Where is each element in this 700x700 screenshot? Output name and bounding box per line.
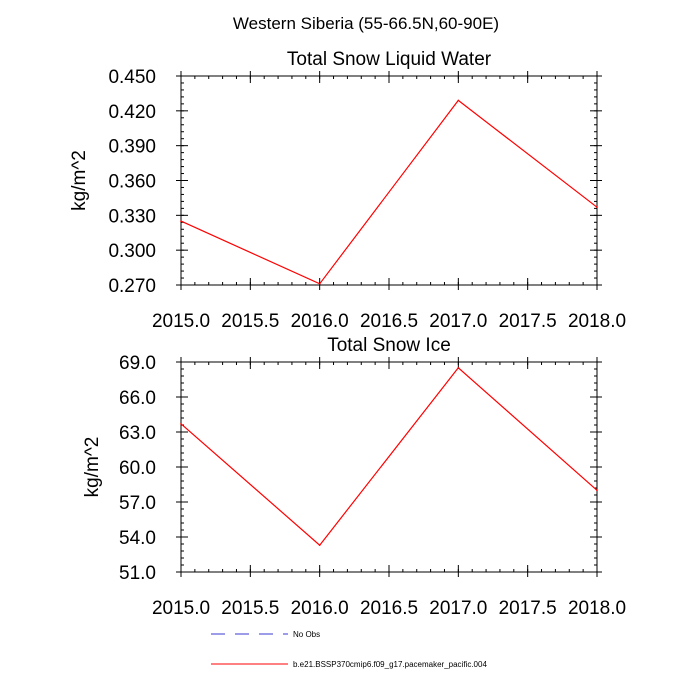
legend-label-1: No Obs — [293, 630, 320, 639]
plot-frame — [180, 75, 598, 286]
chart-panel-2: Total Snow Ice 2015.0 2015.5 2016.0 2016.5 20… — [82, 335, 626, 619]
x-tick-label: 2018.0 — [568, 311, 626, 332]
y-tick-label: 69.0 — [119, 353, 156, 374]
y-tick-label: 0.390 — [108, 137, 156, 158]
x-tick-label: 2017.5 — [499, 311, 557, 332]
data-point — [457, 99, 460, 102]
y-tick-label: 60.0 — [119, 458, 156, 479]
x-tick-label: 2015.5 — [221, 598, 279, 619]
data-point — [318, 544, 321, 546]
data-point — [596, 206, 598, 209]
x-tick-label: 2015.0 — [152, 311, 210, 332]
chart-panel-1: Total Snow Liquid Water 2015.0 2015.5 2016.… — [69, 49, 626, 332]
plot-frame — [180, 361, 598, 573]
x-tick-label: 2017.0 — [429, 598, 487, 619]
y-tick-label: 63.0 — [119, 423, 156, 444]
legend: No Obs b.e21.BSSP370cmip6.f09_g17.pacemak… — [211, 630, 487, 669]
data-point — [318, 283, 321, 285]
x-tick-label: 2018.0 — [568, 598, 626, 619]
y-axis-label: kg/m^2 — [69, 150, 90, 211]
x-tick-label: 2017.0 — [429, 311, 487, 332]
y-tick-label: 57.0 — [119, 493, 156, 514]
x-tick-label: 2016.5 — [360, 311, 418, 332]
data-point — [180, 423, 182, 425]
y-tick-label: 0.270 — [108, 276, 156, 297]
x-tick-label: 2016.5 — [360, 598, 418, 619]
y-tick-label: 0.450 — [108, 67, 156, 88]
chart-panels: Total Snow Liquid Water 2015.0 2015.5 2016.… — [69, 49, 626, 619]
data-point — [596, 489, 598, 492]
series-line-1 — [180, 366, 598, 547]
y-tick-label: 0.330 — [108, 206, 156, 227]
chart-title: Total Snow Liquid Water — [287, 49, 492, 70]
series-line-1 — [180, 99, 598, 285]
data-point — [180, 220, 182, 222]
y-tick-label: 0.360 — [108, 172, 156, 193]
y-tick-label: 54.0 — [119, 528, 156, 549]
chart-title: Total Snow Ice — [327, 335, 451, 356]
x-tick-label: 2017.5 — [499, 598, 557, 619]
y-axis-label: kg/m^2 — [82, 437, 103, 498]
y-tick-label: 66.0 — [119, 388, 156, 409]
y-tick-label: 51.0 — [119, 563, 156, 584]
x-tick-label: 2016.0 — [291, 311, 349, 332]
x-tick-label: 2015.0 — [152, 598, 210, 619]
x-tick-label: 2015.5 — [221, 311, 279, 332]
x-tick-label: 2016.0 — [291, 598, 349, 619]
figure-title: Western Siberia (55-66.5N,60-90E) — [233, 14, 499, 33]
y-tick-label: 0.420 — [108, 102, 156, 123]
y-tick-label: 0.300 — [108, 241, 156, 262]
data-point — [457, 367, 460, 369]
legend-label-2: b.e21.BSSP370cmip6.f09_g17.pacemaker_pac… — [293, 660, 487, 669]
